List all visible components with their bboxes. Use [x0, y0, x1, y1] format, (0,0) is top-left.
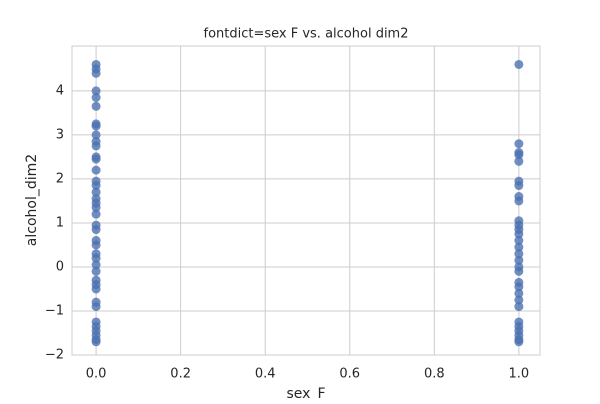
point [91, 337, 101, 347]
plot-frame [71, 45, 541, 356]
y-axis-label: alcohol_dim2 [24, 154, 40, 246]
point [91, 86, 101, 96]
point [91, 225, 101, 235]
point [514, 229, 524, 239]
point [514, 139, 524, 149]
point [514, 236, 524, 246]
point [91, 101, 101, 111]
point [514, 282, 524, 292]
point [514, 295, 524, 305]
point [514, 255, 524, 265]
y-tick-label: 0 [56, 259, 64, 274]
point [514, 156, 524, 166]
x-tick-label: 0.8 [424, 367, 445, 382]
point [514, 196, 524, 206]
point [91, 121, 101, 131]
point [514, 266, 524, 276]
y-tick-label: −1 [45, 303, 64, 318]
x-tick-label: 0.0 [86, 367, 107, 382]
point [91, 266, 101, 276]
point [91, 253, 101, 263]
point [91, 209, 101, 219]
y-tick-label: −2 [45, 348, 64, 363]
point [91, 165, 101, 175]
x-axis-label: sex_F [287, 386, 326, 400]
point [91, 141, 101, 151]
point [91, 154, 101, 164]
point [91, 302, 101, 312]
point [514, 249, 524, 259]
x-tick-label: 0.6 [339, 367, 360, 382]
x-tick-label: 0.2 [170, 367, 191, 382]
point [514, 242, 524, 252]
point [91, 93, 101, 102]
y-tick-label: 4 [56, 83, 64, 98]
y-tick-label: 3 [56, 127, 64, 142]
chart-title: fontdict=sex F vs. alcohol dim2 [204, 27, 409, 42]
point [514, 150, 524, 160]
point [91, 203, 101, 213]
point [514, 288, 524, 298]
point [514, 59, 524, 69]
point [91, 240, 101, 250]
point [514, 302, 524, 312]
x-tick-label: 0.4 [255, 367, 276, 382]
point [91, 260, 101, 270]
point [514, 337, 524, 347]
point [91, 130, 101, 140]
x-tick-label: 1.0 [509, 367, 530, 382]
y-tick-label: 2 [56, 171, 64, 186]
point [91, 181, 101, 191]
point [91, 68, 101, 78]
point [514, 181, 524, 191]
y-tick-label: 1 [56, 215, 64, 230]
point [91, 284, 101, 294]
point [91, 187, 101, 197]
